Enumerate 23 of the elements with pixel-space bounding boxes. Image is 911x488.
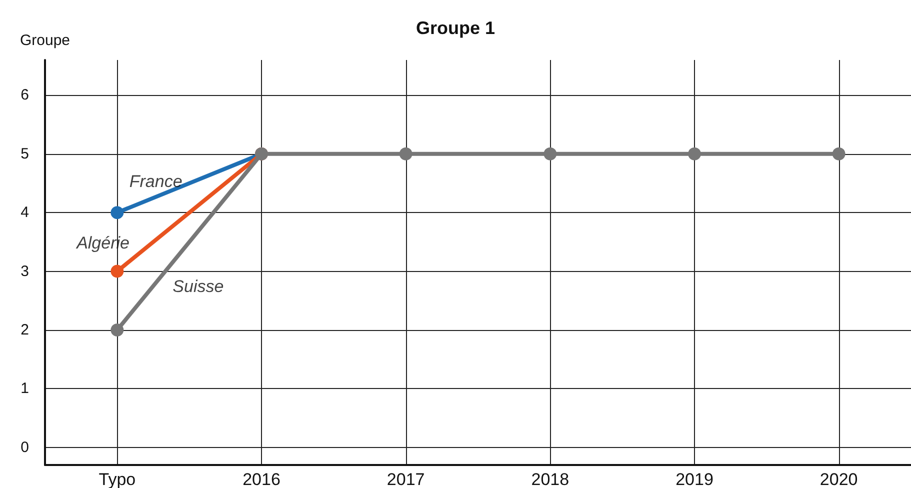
point — [832, 147, 846, 160]
point — [110, 324, 124, 336]
y-tick-label: 6 — [20, 86, 29, 104]
x-tick-label: 2016 — [242, 470, 280, 488]
x-tick-label: 2020 — [820, 470, 858, 488]
y-tick-label: 1 — [20, 380, 29, 398]
point — [110, 264, 124, 278]
point — [688, 147, 701, 160]
y-axis-title: Groupe — [20, 32, 70, 49]
y-tick-label: 2 — [20, 322, 29, 338]
y-tick-label: 3 — [20, 262, 29, 280]
point — [110, 206, 124, 220]
point — [544, 147, 557, 160]
y-tick-label: 5 — [20, 145, 29, 162]
x-tick-label: 2019 — [676, 470, 714, 488]
series-label: Suisse — [172, 276, 224, 296]
point — [399, 147, 412, 160]
y-tick-label: 0 — [20, 438, 29, 456]
y-tick-label: 4 — [20, 204, 29, 222]
chart-title: Groupe 1 — [416, 18, 496, 38]
x-tick-label: 2018 — [531, 470, 570, 488]
series-label: France — [129, 172, 182, 192]
x-tick-label: 2017 — [386, 470, 425, 488]
